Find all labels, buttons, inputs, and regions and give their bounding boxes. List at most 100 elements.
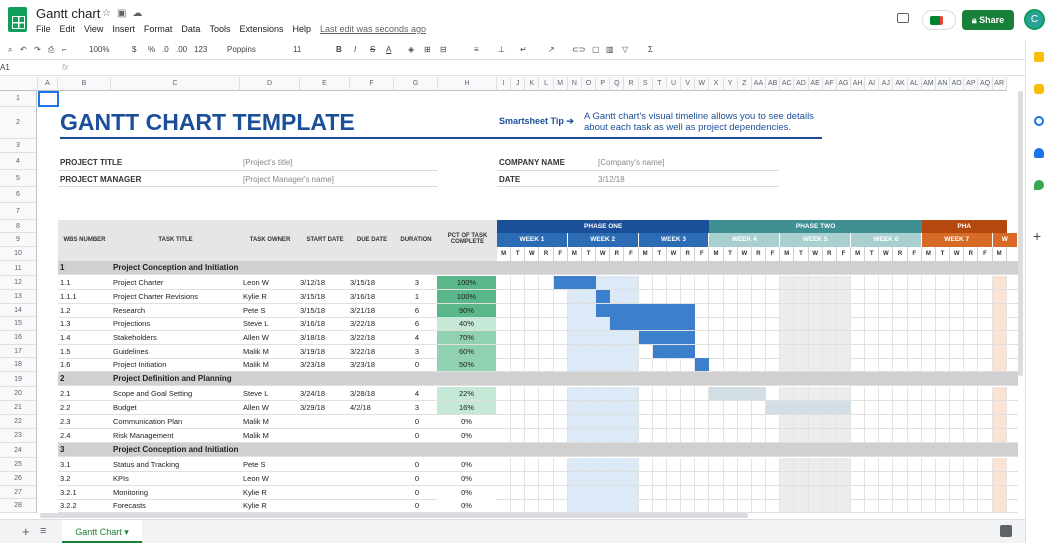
day-cell[interactable] [865, 276, 880, 289]
wbs-cell[interactable]: 1.2 [60, 306, 71, 315]
pct-complete-cell[interactable]: 22% [437, 387, 496, 400]
table-row[interactable]: 2.4 Risk Management Malik M 0 0% [58, 429, 1018, 443]
day-cell[interactable] [893, 317, 908, 330]
day-cell[interactable] [681, 276, 696, 289]
table-row[interactable]: 1.1 Project Charter Leon W 3/12/18 3/15/18 3 1… [58, 276, 1018, 290]
day-cell[interactable] [624, 345, 639, 358]
day-cell[interactable] [653, 486, 667, 499]
row-header[interactable]: 21 [0, 401, 37, 415]
day-cell[interactable] [936, 415, 951, 428]
day-cell[interactable] [766, 499, 781, 512]
row-header[interactable]: 11 [0, 261, 37, 276]
pct-complete-cell[interactable]: 100% [437, 290, 496, 303]
day-cell[interactable] [539, 499, 554, 512]
task-title-cell[interactable]: Projections [113, 319, 151, 328]
day-cell[interactable] [851, 472, 866, 485]
row-header[interactable]: 6 [0, 187, 37, 203]
day-cell[interactable] [936, 499, 951, 512]
day-cell[interactable] [567, 387, 582, 400]
day-cell[interactable] [865, 429, 880, 442]
day-cell[interactable] [525, 499, 540, 512]
day-cell[interactable] [511, 486, 526, 499]
section-row[interactable]: 1 Project Conception and Initiation [58, 261, 1018, 275]
table-row[interactable]: 3.1 Status and Tracking Pete S 0 0% [58, 458, 1018, 472]
pct-complete-cell[interactable]: 16% [437, 401, 496, 414]
day-cell[interactable] [596, 401, 611, 414]
due-date-cell[interactable]: 3/22/18 [350, 333, 376, 342]
filter-icon[interactable]: ▽ [622, 45, 629, 54]
day-cell[interactable] [978, 276, 993, 289]
due-date-cell[interactable] [350, 472, 394, 486]
star-icon[interactable]: ☆ [102, 8, 117, 19]
day-cell[interactable] [554, 317, 568, 330]
day-cell[interactable] [780, 276, 795, 289]
column-header[interactable]: AK [893, 77, 908, 91]
day-cell[interactable] [554, 345, 568, 358]
day-cell[interactable] [780, 304, 795, 317]
day-cell[interactable] [667, 429, 682, 442]
day-cell[interactable] [667, 290, 682, 303]
day-cell[interactable] [539, 486, 554, 499]
day-cell[interactable] [681, 486, 696, 499]
day-cell[interactable] [851, 276, 866, 289]
day-cell[interactable] [893, 331, 908, 344]
task-title-cell[interactable]: Status and Tracking [113, 460, 180, 469]
day-cell[interactable] [667, 387, 682, 400]
day-cell[interactable] [724, 486, 738, 499]
day-cell[interactable] [851, 499, 866, 512]
day-cell[interactable] [525, 472, 540, 485]
comments-icon[interactable] [897, 13, 909, 23]
day-cell[interactable] [992, 415, 1007, 428]
day-cell[interactable] [836, 415, 851, 428]
borders-icon[interactable]: ⊞ [424, 45, 431, 54]
day-cell[interactable] [964, 415, 979, 428]
column-header[interactable]: A [38, 77, 58, 91]
day-cell[interactable] [865, 458, 880, 471]
row-header[interactable]: 19 [0, 372, 37, 387]
duration-cell[interactable]: 0 [414, 474, 419, 483]
day-cell[interactable] [581, 304, 597, 317]
column-header[interactable]: AI [865, 77, 880, 91]
day-cell[interactable] [709, 345, 724, 358]
day-cell[interactable] [539, 304, 554, 317]
day-cell[interactable] [836, 304, 851, 317]
day-cell[interactable] [554, 458, 568, 471]
day-cell[interactable] [681, 290, 696, 303]
column-header[interactable]: AO [950, 77, 965, 91]
day-cell[interactable] [964, 358, 979, 371]
day-cell[interactable] [766, 415, 781, 428]
day-cell[interactable] [936, 331, 951, 344]
day-cell[interactable] [836, 290, 851, 303]
day-cell[interactable] [865, 345, 880, 358]
day-cell[interactable] [667, 472, 682, 485]
day-cell[interactable] [539, 387, 554, 400]
day-cell[interactable] [738, 276, 752, 289]
column-header[interactable]: M [553, 77, 568, 91]
day-cell[interactable] [653, 290, 667, 303]
day-cell[interactable] [865, 415, 880, 428]
day-cell[interactable] [794, 472, 809, 485]
day-cell[interactable] [780, 345, 795, 358]
due-date-cell[interactable]: 3/21/18 [350, 306, 376, 315]
column-header[interactable]: L [539, 77, 554, 91]
column-header[interactable]: U [666, 77, 682, 91]
task-title-cell[interactable]: Project Charter Revisions [113, 292, 199, 301]
day-cell[interactable] [539, 458, 554, 471]
day-cell[interactable] [851, 387, 866, 400]
day-cell[interactable] [695, 486, 710, 499]
text-rotation-icon[interactable]: ↗ [548, 45, 555, 54]
day-cell[interactable] [567, 317, 582, 330]
day-cell[interactable] [893, 458, 908, 471]
column-header[interactable]: S [638, 77, 653, 91]
day-cell[interactable] [794, 387, 809, 400]
day-cell[interactable] [808, 387, 823, 400]
menu-help[interactable]: Help [292, 24, 311, 34]
day-cell[interactable] [581, 358, 597, 371]
day-cell[interactable] [567, 458, 582, 471]
day-cell[interactable] [567, 345, 582, 358]
column-header[interactable]: Y [723, 77, 738, 91]
day-cell[interactable] [992, 331, 1007, 344]
day-cell[interactable] [610, 358, 625, 371]
task-owner-cell[interactable]: Steve L [243, 319, 269, 328]
row-header[interactable]: 10 [0, 247, 37, 261]
